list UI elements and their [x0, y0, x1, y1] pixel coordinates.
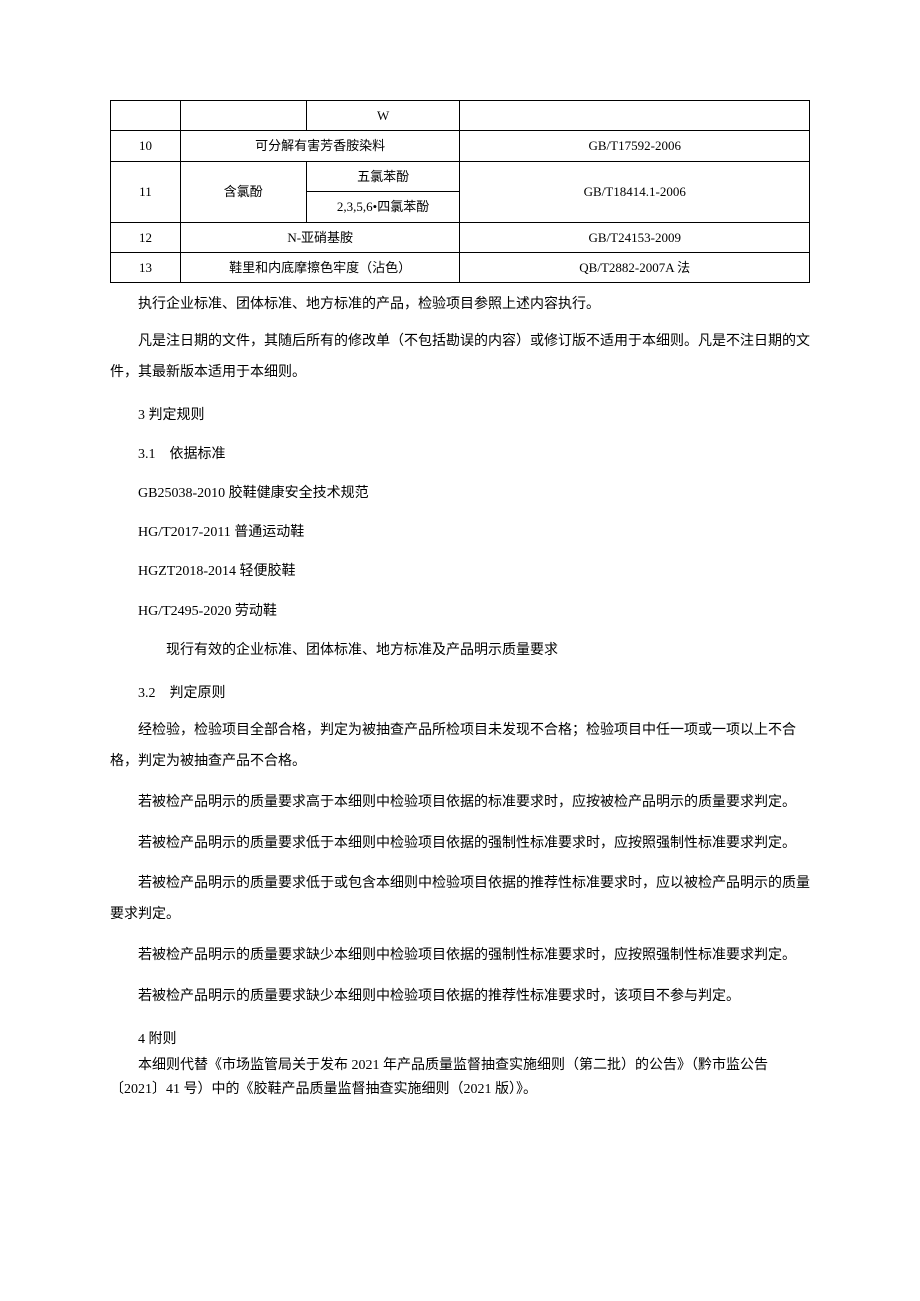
cell-item: 鞋里和内底摩擦色牢度（沾色） [180, 252, 460, 282]
paragraph-rule: 若被检产品明示的质量要求低于本细则中检验项目依据的强制性标准要求时，应按照强制性… [110, 829, 810, 860]
paragraph-rule: 若被检产品明示的质量要求缺少本细则中检验项目依据的强制性标准要求时，应按照强制性… [110, 941, 810, 972]
cell-sub: 五氯苯酚 [306, 161, 460, 191]
cell-sub: W [306, 101, 460, 131]
cell-std [460, 101, 810, 131]
cell-seq: 12 [111, 222, 181, 252]
standard-line: 现行有效的企业标准、团体标准、地方标准及产品明示质量要求 [110, 638, 810, 663]
cell-item: N-亚硝基胺 [180, 222, 460, 252]
table-row: 10 可分解有害芳香胺染料 GB/T17592-2006 [111, 131, 810, 161]
standard-line: GB25038-2010 胶鞋健康安全技术规范 [110, 481, 810, 506]
heading-section-4: 4 附则 [110, 1027, 810, 1052]
standard-line: HG/T2495-2020 劳动鞋 [110, 599, 810, 624]
standard-line: HGZT2018-2014 轻便胶鞋 [110, 559, 810, 584]
cell-item: 可分解有害芳香胺染料 [180, 131, 460, 161]
cell-item: 含氯酚 [180, 161, 306, 222]
cell-seq: 10 [111, 131, 181, 161]
table-row: 13 鞋里和内底摩擦色牢度（沾色） QB/T2882-2007A 法 [111, 252, 810, 282]
paragraph-date-note: 凡是注日期的文件，其随后所有的修改单（不包括勘误的内容）或修订版不适用于本细则。… [110, 327, 810, 389]
cell-seq: 13 [111, 252, 181, 282]
table-row: 11 含氯酚 五氯苯酚 GB/T18414.1-2006 [111, 161, 810, 191]
paragraph-rule: 经检验，检验项目全部合格，判定为被抽查产品所检项目未发现不合格；检验项目中任一项… [110, 716, 810, 778]
cell-seq [111, 101, 181, 131]
paragraph-std-note: 执行企业标准、团体标准、地方标准的产品，检验项目参照上述内容执行。 [110, 293, 810, 317]
heading-3-1: 3.1 依据标准 [110, 442, 810, 467]
cell-seq: 11 [111, 161, 181, 222]
cell-std: QB/T2882-2007A 法 [460, 252, 810, 282]
cell-item [180, 101, 306, 131]
cell-std: GB/T18414.1-2006 [460, 161, 810, 222]
heading-3-2: 3.2 判定原则 [110, 681, 810, 706]
table-row: W [111, 101, 810, 131]
cell-std: GB/T24153-2009 [460, 222, 810, 252]
heading-section-3: 3 判定规则 [110, 403, 810, 428]
paragraph-appendix: 本细则代替《市场监管局关于发布 2021 年产品质量监督抽查实施细则（第二批）的… [110, 1054, 810, 1102]
standard-line: HG/T2017-2011 普通运动鞋 [110, 520, 810, 545]
inspection-table: W 10 可分解有害芳香胺染料 GB/T17592-2006 11 含氯酚 五氯… [110, 100, 810, 283]
paragraph-rule: 若被检产品明示的质量要求缺少本细则中检验项目依据的推荐性标准要求时，该项目不参与… [110, 982, 810, 1013]
paragraph-rule: 若被检产品明示的质量要求高于本细则中检验项目依据的标准要求时，应按被检产品明示的… [110, 788, 810, 819]
cell-std: GB/T17592-2006 [460, 131, 810, 161]
cell-sub: 2,3,5,6•四氯苯酚 [306, 192, 460, 222]
table-row: 12 N-亚硝基胺 GB/T24153-2009 [111, 222, 810, 252]
paragraph-rule: 若被检产品明示的质量要求低于或包含本细则中检验项目依据的推荐性标准要求时，应以被… [110, 869, 810, 931]
